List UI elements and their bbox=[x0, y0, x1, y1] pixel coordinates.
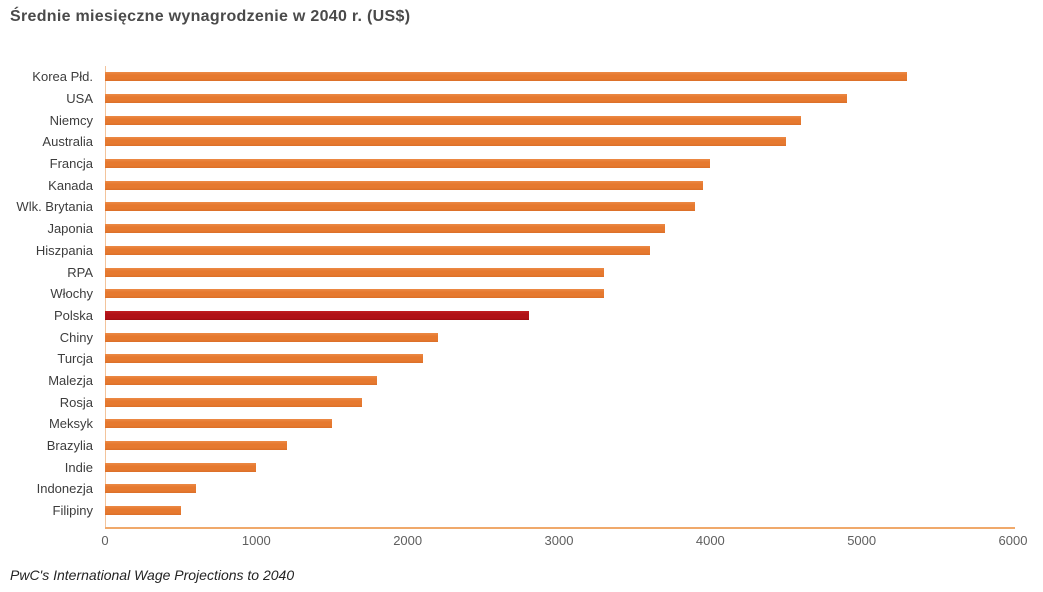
category-label: Malezja bbox=[48, 372, 93, 388]
category-label: Włochy bbox=[50, 286, 93, 302]
bar-row: Polska bbox=[0, 305, 1013, 327]
bar-row: Niemcy bbox=[0, 109, 1013, 131]
bar-row: Francja bbox=[0, 153, 1013, 175]
bar bbox=[105, 375, 378, 385]
x-tick-label: 2000 bbox=[393, 533, 423, 548]
x-tick-label: 6000 bbox=[998, 533, 1028, 548]
bar bbox=[105, 224, 665, 234]
bar bbox=[105, 180, 703, 190]
bar-row: Kanada bbox=[0, 174, 1013, 196]
category-label: Kanada bbox=[48, 177, 93, 193]
bar bbox=[105, 137, 786, 147]
bar-row: Brazylia bbox=[0, 435, 1013, 457]
category-label: Wlk. Brytania bbox=[16, 199, 93, 215]
bar-row: Meksyk bbox=[0, 413, 1013, 435]
bar-highlighted bbox=[105, 310, 529, 320]
source-note: PwC's International Wage Projections to … bbox=[10, 567, 295, 583]
bar-row: RPA bbox=[0, 261, 1013, 283]
x-tick-label: 1000 bbox=[241, 533, 271, 548]
bar bbox=[105, 397, 363, 407]
category-label: Australia bbox=[42, 134, 93, 150]
bar bbox=[105, 506, 181, 516]
x-tick-label: 3000 bbox=[544, 533, 574, 548]
bar bbox=[105, 94, 847, 104]
category-label: Rosja bbox=[59, 394, 93, 410]
bar bbox=[105, 441, 287, 451]
category-label: Francja bbox=[49, 156, 93, 172]
bar-row: Włochy bbox=[0, 283, 1013, 305]
bar-row: Hiszpania bbox=[0, 240, 1013, 262]
x-axis-line bbox=[105, 527, 1015, 529]
bar bbox=[105, 245, 650, 255]
bar-row: Indonezja bbox=[0, 478, 1013, 500]
plot-area: Korea Płd. USA Niemcy Australia Francja Kanad… bbox=[0, 66, 1013, 522]
category-label: Filipiny bbox=[52, 503, 93, 519]
bar bbox=[105, 419, 332, 429]
bar-row: Rosja bbox=[0, 391, 1013, 413]
chart-title: Średnie miesięczne wynagrodzenie w 2040 … bbox=[10, 8, 411, 25]
category-label: Brazylia bbox=[46, 438, 93, 454]
x-tick-label: 0 bbox=[101, 533, 109, 548]
bar-row: Japonia bbox=[0, 218, 1013, 240]
bar bbox=[105, 332, 438, 342]
category-label: Chiny bbox=[59, 329, 93, 345]
bar bbox=[105, 72, 908, 82]
bar-row: Australia bbox=[0, 131, 1013, 153]
category-label: Korea Płd. bbox=[32, 69, 93, 85]
category-label: Meksyk bbox=[48, 416, 93, 432]
category-label: Japonia bbox=[47, 221, 93, 237]
bar-row: Turcja bbox=[0, 348, 1013, 370]
category-label: Indonezja bbox=[36, 481, 93, 497]
bar-row: Wlk. Brytania bbox=[0, 196, 1013, 218]
bar bbox=[105, 484, 196, 494]
x-tick-label: 4000 bbox=[695, 533, 725, 548]
x-tick-label: 5000 bbox=[847, 533, 877, 548]
bar bbox=[105, 354, 423, 364]
bar-row: Indie bbox=[0, 456, 1013, 478]
category-label: Indie bbox=[64, 459, 93, 475]
category-label: Turcja bbox=[57, 351, 93, 367]
x-axis-tick-labels: 0 1000 2000 3000 4000 5000 6000 bbox=[101, 533, 1027, 549]
bar-row: Malezja bbox=[0, 370, 1013, 392]
bar bbox=[105, 159, 711, 169]
category-label: Niemcy bbox=[49, 112, 93, 128]
category-label: USA bbox=[66, 91, 93, 107]
bar bbox=[105, 202, 696, 212]
bar bbox=[105, 115, 802, 125]
category-label: Polska bbox=[53, 307, 93, 323]
bar-row: USA bbox=[0, 88, 1013, 110]
bar bbox=[105, 267, 605, 277]
bar-row: Korea Płd. bbox=[0, 66, 1013, 88]
bar bbox=[105, 462, 257, 472]
category-label: RPA bbox=[67, 264, 93, 280]
bar bbox=[105, 289, 605, 299]
bar-row: Filipiny bbox=[0, 500, 1013, 522]
bar-row: Chiny bbox=[0, 326, 1013, 348]
category-label: Hiszpania bbox=[35, 242, 93, 258]
